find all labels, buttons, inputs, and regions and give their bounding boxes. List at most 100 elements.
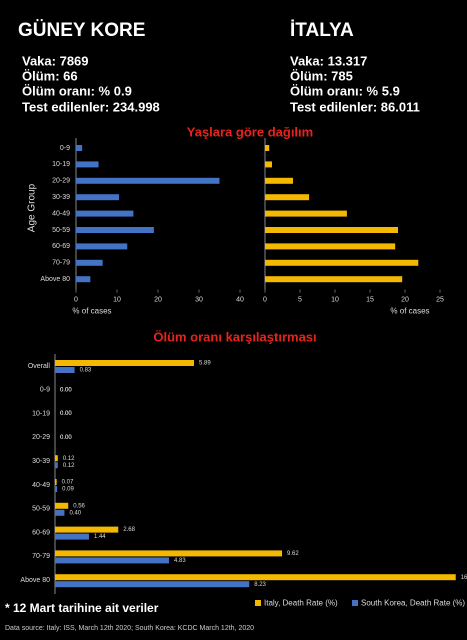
value-label: 0.40 bbox=[69, 510, 81, 516]
value-label: 8.23 bbox=[254, 582, 266, 588]
x-tick-label: 0 bbox=[263, 296, 267, 303]
y-tick-label: 10-19 bbox=[52, 161, 70, 168]
country-title: İTALYA bbox=[290, 20, 354, 41]
bar bbox=[265, 177, 293, 184]
source: Data source: Italy: ISS, March 12th 2020… bbox=[5, 625, 254, 632]
bar bbox=[265, 276, 403, 283]
bar bbox=[265, 227, 398, 233]
x-axis-label: % of cases bbox=[390, 307, 429, 316]
x-tick-label: 25 bbox=[436, 296, 444, 303]
value-label: 0.07 bbox=[62, 480, 74, 486]
y-tick-label: 70-79 bbox=[52, 260, 70, 267]
legend-swatch bbox=[352, 600, 358, 606]
value-label: 1.44 bbox=[94, 534, 106, 540]
y-tick-label: Above 80 bbox=[20, 577, 50, 584]
bar bbox=[76, 194, 120, 201]
value-label: 0.00 bbox=[60, 387, 72, 393]
x-tick-label: 0 bbox=[74, 296, 78, 303]
bar bbox=[55, 574, 456, 581]
bar bbox=[55, 550, 283, 557]
bar bbox=[265, 194, 310, 201]
stat: Ölüm: 66 bbox=[22, 68, 78, 83]
footnote: * 12 Mart tarihine ait veriler bbox=[5, 601, 159, 615]
bar bbox=[55, 557, 169, 564]
x-tick-label: 10 bbox=[113, 296, 121, 303]
stat: Vaka: 7869 bbox=[22, 53, 89, 68]
y-tick-label: 30-39 bbox=[52, 194, 70, 201]
value-label: 0.09 bbox=[62, 487, 74, 493]
bar bbox=[55, 367, 75, 373]
y-tick-label: 0-9 bbox=[40, 387, 50, 394]
x-tick-label: 20 bbox=[154, 296, 162, 303]
y-tick-label: 10-19 bbox=[32, 410, 50, 417]
y-tick-label: 0-9 bbox=[60, 145, 70, 152]
x-tick-label: 20 bbox=[401, 296, 409, 303]
bar bbox=[55, 479, 57, 485]
y-axis-label: Age Group bbox=[27, 183, 38, 232]
legend-label: Italy, Death Rate (%) bbox=[264, 599, 338, 608]
y-tick-label: 40-49 bbox=[32, 482, 50, 489]
x-tick-label: 30 bbox=[195, 296, 203, 303]
stat: Test edilenler: 234.998 bbox=[22, 99, 160, 114]
bar bbox=[55, 486, 58, 492]
section-title: Yaşlara göre dağılım bbox=[187, 124, 313, 139]
bar bbox=[76, 227, 154, 233]
bar bbox=[265, 161, 272, 168]
y-tick-label: Above 80 bbox=[40, 276, 70, 283]
value-label: 16.98 bbox=[461, 575, 467, 581]
stat: Ölüm oranı: % 5.9 bbox=[290, 83, 400, 98]
bar bbox=[265, 243, 396, 250]
x-tick-label: 10 bbox=[331, 296, 339, 303]
y-tick-label: 70-79 bbox=[32, 553, 50, 560]
bar bbox=[55, 581, 250, 588]
bar bbox=[55, 455, 58, 462]
section-title: Ölüm oranı karşılaştırması bbox=[153, 329, 316, 344]
value-label: 0.56 bbox=[73, 503, 85, 509]
bar bbox=[76, 210, 134, 217]
x-axis-label: % of cases bbox=[72, 307, 111, 316]
bar bbox=[76, 177, 220, 184]
y-tick-label: 60-69 bbox=[52, 243, 70, 250]
value-label: 0.00 bbox=[60, 411, 72, 417]
value-label: 0.00 bbox=[60, 411, 72, 417]
y-tick-label: 60-69 bbox=[32, 529, 50, 536]
stat: Ölüm: 785 bbox=[290, 68, 353, 83]
value-label: 4.83 bbox=[174, 558, 186, 564]
bar bbox=[55, 462, 58, 469]
bar bbox=[55, 533, 89, 540]
value-label: 0.00 bbox=[60, 387, 72, 393]
y-tick-label: Overall bbox=[28, 363, 51, 370]
bar bbox=[55, 360, 195, 366]
bar bbox=[265, 210, 347, 217]
bar bbox=[55, 502, 69, 509]
y-tick-label: 30-39 bbox=[32, 458, 50, 465]
legend-swatch bbox=[255, 600, 261, 606]
y-tick-label: 20-29 bbox=[32, 434, 50, 441]
value-label: 0.12 bbox=[63, 456, 75, 462]
stat: Vaka: 13.317 bbox=[290, 53, 367, 68]
country-title: GÜNEY KORE bbox=[18, 20, 145, 41]
bar bbox=[55, 526, 119, 533]
value-label: 0.83 bbox=[80, 368, 92, 374]
x-tick-label: 15 bbox=[366, 296, 374, 303]
bar bbox=[265, 145, 270, 151]
value-label: 0.00 bbox=[60, 435, 72, 441]
bar bbox=[76, 259, 103, 266]
legend-label: South Korea, Death Rate (%) bbox=[361, 599, 465, 608]
value-label: 9.62 bbox=[287, 551, 299, 557]
x-tick-label: 40 bbox=[236, 296, 244, 303]
value-label: 2.68 bbox=[123, 527, 135, 533]
y-tick-label: 50-59 bbox=[32, 506, 50, 513]
bar bbox=[76, 243, 128, 250]
y-tick-label: 40-49 bbox=[52, 210, 70, 217]
bar bbox=[55, 509, 65, 516]
y-tick-label: 20-29 bbox=[52, 178, 70, 185]
x-tick-label: 5 bbox=[298, 296, 302, 303]
value-label: 5.89 bbox=[199, 361, 211, 367]
value-label: 0.00 bbox=[60, 435, 72, 441]
stat: Test edilenler: 86.011 bbox=[290, 99, 420, 114]
value-label: 0.12 bbox=[63, 463, 75, 469]
bar bbox=[76, 276, 91, 283]
bar bbox=[265, 259, 419, 266]
